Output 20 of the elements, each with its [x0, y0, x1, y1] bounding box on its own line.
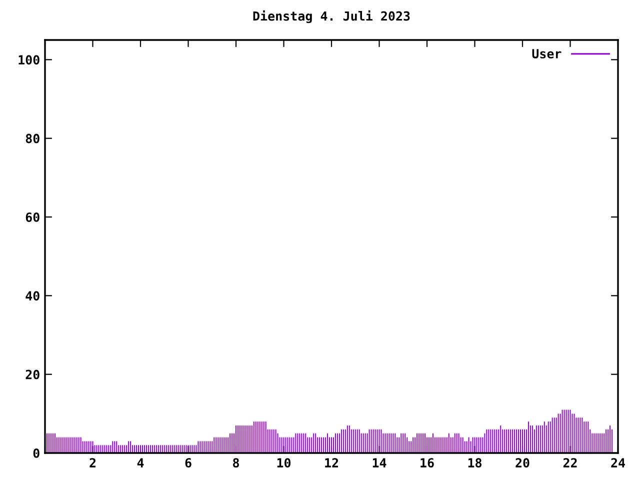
- x-tick-label: 14: [372, 458, 386, 468]
- y-tick-label: 20: [26, 370, 40, 380]
- x-tick-label: 2: [90, 458, 96, 468]
- chart-title: Dienstag 4. Juli 2023: [253, 10, 410, 24]
- x-tick-label: 20: [516, 458, 530, 468]
- x-tick-label: 8: [233, 458, 239, 468]
- x-tick-label: 12: [325, 458, 338, 468]
- x-tick-label: 18: [468, 458, 482, 468]
- x-tick-label: 22: [563, 458, 577, 468]
- y-tick-label: 0: [33, 448, 40, 458]
- y-tick-label: 80: [26, 134, 40, 144]
- y-tick-label: 100: [18, 55, 40, 65]
- x-tick-label: 16: [420, 458, 434, 468]
- x-tick-label: 4: [137, 458, 144, 468]
- y-tick-label: 40: [26, 291, 40, 301]
- legend-label: User: [532, 49, 562, 58]
- x-tick-label: 6: [185, 458, 192, 468]
- x-tick-label: 10: [277, 458, 291, 468]
- y-tick-label: 60: [26, 212, 40, 222]
- x-tick-label: 24: [611, 458, 625, 468]
